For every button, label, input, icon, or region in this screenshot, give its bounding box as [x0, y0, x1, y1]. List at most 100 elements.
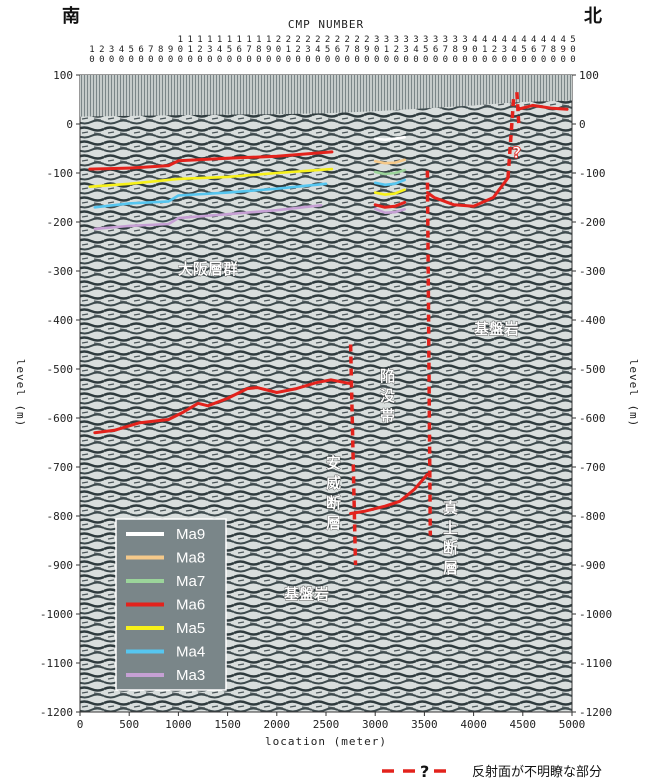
cmp-digit: 1	[237, 35, 242, 45]
cmp-digit: 9	[560, 45, 565, 55]
cmp-digit: 5	[227, 45, 232, 55]
cmp-number: 150	[227, 35, 232, 65]
subsidence-char-2: 没	[380, 387, 396, 405]
cmp-digit: 5	[570, 35, 575, 45]
annotation-ai-fault: 安 威 断 層	[326, 454, 342, 533]
cmp-digit: 0	[423, 55, 428, 65]
cmp-number: 260	[335, 35, 340, 65]
horizon-segment	[349, 472, 429, 515]
cmp-digit: 0	[295, 55, 300, 65]
cmp-digit: 0	[531, 55, 536, 65]
cmp-digit: 1	[246, 35, 251, 45]
cmp-digit: 0	[187, 55, 192, 65]
annotation-basement-right: 基盤岩	[473, 320, 519, 338]
cmp-number: 50	[129, 45, 134, 65]
cmp-number: 70	[148, 45, 153, 65]
cmp-digit: 3	[384, 35, 389, 45]
cmp-digit: 0	[541, 55, 546, 65]
legend-item-ma7: Ma7	[126, 573, 205, 590]
cmp-digit: 0	[305, 55, 310, 65]
cmp-digit: 9	[266, 45, 271, 55]
cmp-number: 160	[237, 35, 242, 65]
y-tick-label-right: -900	[579, 559, 606, 572]
cmp-number: 220	[295, 35, 300, 65]
cmp-digit: 4	[482, 35, 487, 45]
y-tick-label-right: 100	[579, 69, 599, 82]
horizon-ma4	[93, 178, 406, 209]
cmp-digit: 0	[364, 55, 369, 65]
y-tick-label-left: -900	[47, 559, 74, 572]
y-tick-label-left: -700	[47, 461, 74, 474]
cmp-digit: 7	[541, 45, 546, 55]
cmp-digit: 3	[423, 35, 428, 45]
cmp-digit: 7	[246, 45, 251, 55]
cmp-digit: 3	[403, 35, 408, 45]
cmp-digit: 0	[119, 55, 124, 65]
cmp-number: 290	[364, 35, 369, 65]
cmp-digit: 4	[492, 35, 497, 45]
x-tick-label: 500	[119, 718, 139, 731]
cmp-digit: 3	[462, 35, 467, 45]
y-tick-label-right: 0	[579, 118, 586, 131]
fault-segment	[506, 94, 516, 179]
cmp-digit: 3	[305, 45, 310, 55]
cmp-digit: 0	[413, 55, 418, 65]
horizon-segment	[373, 135, 406, 141]
cmp-digit: 3	[443, 35, 448, 45]
cmp-digit: 0	[89, 55, 94, 65]
y-tick-label-left: -1200	[40, 706, 73, 719]
cmp-digit: 0	[197, 55, 202, 65]
cmp-digit: 0	[345, 55, 350, 65]
cmp-number: 440	[511, 35, 516, 65]
y-tick-label-right: -400	[579, 314, 606, 327]
x-tick-label: 0	[77, 718, 84, 731]
cmp-digit: 6	[138, 45, 143, 55]
annotation-osaka-group: 大阪層群	[178, 260, 238, 278]
cmp-number: 320	[394, 35, 399, 65]
y-tick-label-left: 100	[53, 69, 73, 82]
cmp-digit: 0	[178, 45, 183, 55]
cmp-number: 370	[443, 35, 448, 65]
cmp-digit: 0	[374, 55, 379, 65]
cmp-number: 100	[178, 35, 183, 65]
legend: Ma9 Ma8 Ma7 Ma6 Ma5 Ma4 Ma3	[115, 518, 227, 691]
cmp-number: 30	[109, 45, 114, 65]
cmp-number: 10	[89, 45, 94, 65]
cmp-number: 360	[433, 35, 438, 65]
fault-segment	[515, 92, 521, 127]
legend-label: Ma9	[176, 526, 205, 543]
legend-items: Ma9 Ma8 Ma7 Ma6 Ma5 Ma4 Ma3	[126, 526, 205, 684]
cmp-digit: 1	[178, 35, 183, 45]
legend-label: Ma3	[176, 667, 205, 684]
horizon-segment	[93, 378, 353, 435]
cmp-number: 140	[217, 35, 222, 65]
cmp-digit: 0	[472, 45, 477, 55]
y-tick-label-right: -100	[579, 167, 606, 180]
axes: 0 500 1000 1500 2000 2500 3000 3500 4000 4500 5000…	[40, 69, 612, 731]
horizon-segment	[373, 158, 406, 165]
cmp-number: 230	[305, 35, 310, 65]
cmp-digit: 3	[452, 35, 457, 45]
cmp-digit: 6	[335, 45, 340, 55]
cmp-digit: 2	[286, 35, 291, 45]
cmp-number: 60	[138, 45, 143, 65]
cmp-digit: 5	[423, 45, 428, 55]
legend-label: Ma5	[176, 620, 205, 637]
uncertain-fault-question-mark: ?	[512, 143, 521, 162]
cmp-number: 190	[266, 35, 271, 65]
cmp-digit: 0	[138, 55, 143, 65]
horizon-segment	[88, 167, 334, 188]
annotation-basement-bottom: 基盤岩	[283, 585, 329, 603]
cmp-digit: 0	[276, 55, 281, 65]
cmp-digit: 6	[433, 45, 438, 55]
cmp-number: 400	[472, 35, 477, 65]
cmp-digit: 6	[237, 45, 242, 55]
cmp-digit: 2	[394, 45, 399, 55]
y-tick-label-right: -1000	[579, 608, 612, 621]
cmp-digit: 4	[315, 45, 320, 55]
cmp-number: 350	[423, 35, 428, 65]
y-tick-label-right: -500	[579, 363, 606, 376]
y-tick-label-left: -1100	[40, 657, 73, 670]
cmp-digit: 1	[227, 35, 232, 45]
cmp-digit: 1	[217, 35, 222, 45]
